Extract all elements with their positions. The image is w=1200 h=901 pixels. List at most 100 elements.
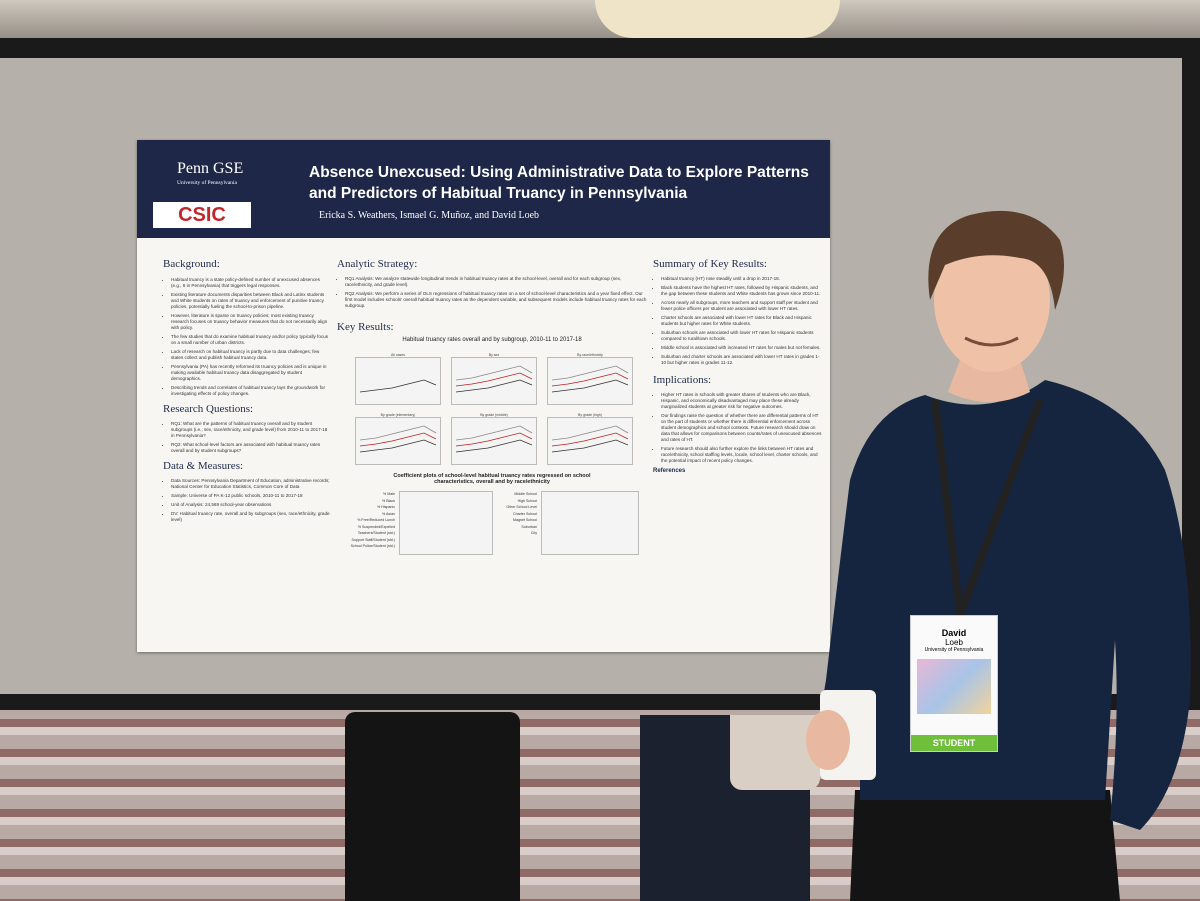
bag: [730, 715, 820, 790]
bullet-list: RQ1: What are the patterns of habitual t…: [163, 421, 331, 454]
trend-line: [455, 439, 533, 453]
trousers: [850, 790, 1120, 901]
coefficient-plot: [541, 491, 639, 555]
poster-title: Absence Unexcused: Using Administrative …: [309, 164, 809, 202]
neck: [948, 360, 1030, 402]
bullet-list: Higher HT rates in schools with greater …: [653, 392, 823, 464]
trend-line: [551, 372, 629, 387]
bullet: Habitual truancy (HT) rose steadily unti…: [661, 276, 823, 282]
plot-label: Suburban: [521, 524, 537, 529]
trend-line: [551, 439, 629, 453]
trend-line: [455, 432, 533, 447]
bullet-list: Habitual truancy is a state policy-defin…: [163, 277, 331, 397]
plot-label: % Male: [383, 492, 395, 496]
badge-art: [917, 659, 991, 714]
figure: All cases By sex By race/ethnicity By grade…: [337, 343, 647, 473]
plot-label: City: [530, 531, 537, 535]
panel-title: By grade (high): [578, 413, 602, 417]
bullet: However, literature is sparse on truancy…: [171, 313, 331, 331]
chart-panel: By grade (elementary): [355, 413, 441, 465]
shirt: [815, 380, 1191, 830]
panel-title: All cases: [390, 353, 405, 357]
trend-lines: [359, 379, 437, 393]
bullet: RQ2 Analysis: We perform a series of OLS…: [345, 291, 647, 309]
bullet: Charter schools are associated with lowe…: [661, 315, 823, 327]
section-heading: Research Questions:: [163, 403, 254, 415]
bullet: DV: Habitual truancy rate, overall and b…: [171, 511, 331, 523]
bullet: Suburban and charter schools are associa…: [661, 354, 823, 366]
smile: [964, 336, 1019, 347]
chart-panel: By grade (middle): [451, 413, 537, 465]
name-badge: David Loeb University of Pennsylvania ST…: [910, 615, 998, 752]
trend-line: [359, 439, 437, 453]
chart-panel: By grade (high): [547, 413, 633, 465]
bullet: Pennsylvania (PA) has recently reformed …: [171, 364, 331, 382]
section-heading: Summary of Key Results:: [653, 258, 767, 270]
trend-line: [551, 379, 629, 393]
badge-affiliation: University of Pennsylvania: [924, 647, 984, 653]
trend-lines: [359, 425, 437, 453]
trend-line: [551, 425, 629, 441]
trend-line: [455, 379, 533, 393]
logo-school: Penn GSE: [177, 160, 244, 177]
plot-label: High School: [517, 498, 537, 503]
bullet: Unit of Analysis: 24,569 school-year obs…: [171, 502, 331, 508]
bullet-list: Habitual truancy (HT) rose steadily unti…: [653, 276, 823, 366]
bullet: Future research should also further expl…: [661, 446, 823, 464]
references-heading: References: [653, 468, 686, 474]
bullet: Across nearly all subgroups, more teache…: [661, 300, 823, 312]
chart-panel: By race/ethnicity: [547, 353, 633, 405]
poster-header: [137, 140, 830, 238]
hair: [928, 210, 1064, 310]
trend-lines: [455, 365, 533, 393]
trend-lines: [455, 425, 533, 453]
plot-label: Other School Level: [506, 505, 537, 509]
bullet: Existing literature documents disparitie…: [171, 292, 331, 310]
plot-label: % Black: [382, 498, 395, 503]
section-heading: Data & Measures:: [163, 460, 244, 472]
head: [934, 228, 1050, 372]
bullet: RQ2: What school-level factors are assoc…: [171, 442, 331, 454]
poster: Penn GSE University of Pennsylvania CSIC…: [137, 140, 830, 652]
bullet: Describing trends and correlates of habi…: [171, 385, 331, 397]
label-list: % Male % Black % Hispanic % Asian % Free/Red…: [337, 491, 395, 550]
bullet: Data Sources: Pennsylvania Department of…: [171, 478, 331, 490]
bullet: RQ1 Analysis: We analyze statewide longi…: [345, 276, 647, 288]
bullet: RQ1: What are the patterns of habitual t…: [171, 421, 331, 439]
middle-column: Analytic Strategy: RQ1 Analysis: We anal…: [337, 258, 647, 579]
lanyard: [931, 399, 964, 616]
figure-title: Habitual truancy rates overall and by su…: [402, 337, 582, 343]
plot-label: % Hispanic: [377, 505, 395, 509]
plot-label: Teachers/Student (std.): [357, 531, 395, 535]
trend-lines: [551, 425, 629, 453]
trend-line: [455, 425, 533, 441]
plot-label: % Free/Reduced Lunch: [357, 518, 395, 522]
chart-panel: By sex: [451, 353, 537, 405]
bullet-list: Data Sources: Pennsylvania Department of…: [163, 478, 331, 523]
figure-title: Coefficient plots of school-level habitu…: [393, 473, 591, 485]
panel-title: By race/ethnicity: [577, 353, 603, 357]
bullet: Lack of research on habitual truancy is …: [171, 349, 331, 361]
background-person: [345, 712, 520, 901]
panel-title: By sex: [488, 353, 500, 357]
poster-authors: Ericka S. Weathers, Ismael G. Muñoz, and…: [319, 210, 540, 221]
plot-label: Support Staff/Student (std.): [351, 537, 395, 542]
chandelier: [595, 0, 840, 38]
chart-panel: All cases: [355, 353, 441, 405]
hand: [806, 710, 850, 770]
section-heading: Implications:: [653, 374, 712, 386]
bullet: Habitual truancy is a state policy-defin…: [171, 277, 331, 289]
plot-label: School Police/Student (std.): [350, 544, 395, 548]
trend-lines: [551, 365, 629, 393]
bullet: Black students have the highest HT rates…: [661, 285, 823, 297]
section-heading: Analytic Strategy:: [337, 258, 418, 270]
trend-line: [359, 432, 437, 447]
trend-line: [455, 372, 533, 387]
badge-last-name: Loeb: [945, 638, 963, 647]
section-heading: Key Results:: [337, 321, 394, 333]
plot-label: % Asian: [382, 511, 395, 516]
label-list: Middle School High School Other School Lev…: [497, 491, 537, 537]
plot-label: % Suspended/Expelled: [357, 524, 395, 529]
